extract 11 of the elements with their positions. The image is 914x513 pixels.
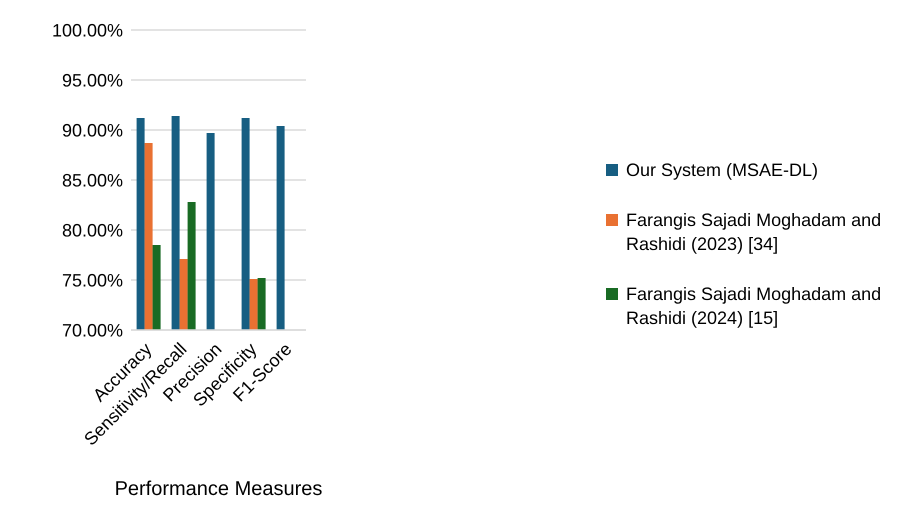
legend-label: Farangis Sajadi Moghadam and Rashidi (2024) [15] [626, 282, 882, 330]
y-tick-label: 100.00% [52, 20, 123, 40]
y-tick-label: 80.00% [62, 220, 123, 240]
y-tick-label: 85.00% [62, 170, 123, 190]
y-tick-label: 70.00% [62, 320, 123, 340]
y-tick-label: 95.00% [62, 70, 123, 90]
y-tick-label: 90.00% [62, 120, 123, 140]
legend-label: Our System (MSAE-DL) [626, 158, 818, 182]
y-tick-label: 75.00% [62, 270, 123, 290]
legend-label: Farangis Sajadi Moghadam and Rashidi (2023) [34] [626, 208, 882, 256]
x-axis-title: Performance Measures [114, 478, 322, 500]
